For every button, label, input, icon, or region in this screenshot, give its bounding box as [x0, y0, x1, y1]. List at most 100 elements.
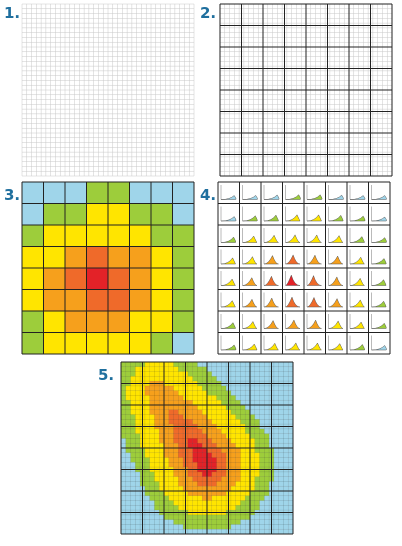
heat-cell — [187, 462, 193, 468]
heat-cell — [273, 395, 279, 401]
heat-cell — [211, 486, 217, 492]
heat-cell — [221, 529, 227, 535]
heat-cell — [259, 438, 265, 444]
heat-cell — [192, 395, 198, 401]
panel-label: 3. — [4, 186, 20, 204]
heat-cell — [207, 395, 212, 401]
heat-cell — [273, 400, 279, 406]
heat-cell — [221, 428, 227, 434]
heat-cell — [273, 438, 279, 444]
heat-cell — [178, 428, 184, 434]
heat-cell — [173, 462, 179, 468]
heat-cell — [250, 448, 255, 453]
heat-cell — [245, 519, 251, 525]
heat-cell — [254, 376, 260, 382]
heat-cell — [192, 362, 198, 367]
heat-cell — [159, 529, 165, 535]
heat-cell — [283, 457, 289, 463]
heat-cell — [121, 519, 126, 525]
heat-cell — [192, 414, 198, 420]
heat-cell — [273, 471, 279, 477]
heat-cell — [192, 462, 198, 468]
heat-cell — [230, 486, 236, 492]
curve — [306, 274, 322, 286]
heat-cell — [130, 486, 136, 492]
heat-cell — [43, 332, 65, 354]
heat-cell — [164, 505, 169, 511]
heat-cell — [149, 448, 155, 453]
heat-cell — [173, 405, 179, 410]
heat-cell — [159, 448, 165, 453]
heat-cell — [235, 491, 241, 496]
heat-cell — [149, 481, 155, 487]
heat-cell — [245, 524, 251, 530]
heat-cell — [278, 405, 284, 410]
heat-cell — [121, 385, 126, 391]
heat-cell — [259, 486, 265, 492]
heat-cell — [168, 476, 174, 482]
heat-cell — [173, 409, 179, 415]
heat-cell — [178, 471, 184, 477]
heat-cell — [144, 462, 150, 468]
heat-cell — [207, 371, 212, 377]
heat-cell — [125, 362, 131, 367]
heat-cell — [178, 476, 184, 482]
heat-cell — [211, 476, 217, 482]
heat-cell — [264, 457, 270, 463]
curve — [349, 215, 366, 222]
heat-cell — [154, 376, 160, 382]
heat-cell — [168, 385, 174, 391]
heat-cell — [245, 409, 251, 415]
heat-cell — [230, 443, 236, 449]
heat-cell — [207, 514, 212, 520]
heat-cell — [288, 385, 294, 391]
heat-cell — [254, 414, 260, 420]
heat-cell — [173, 438, 179, 444]
heat-cell — [197, 471, 203, 477]
curve — [263, 275, 279, 286]
heat-cell — [135, 433, 141, 439]
heat-cell — [168, 495, 174, 501]
heat-cell — [235, 362, 241, 367]
heat-cell — [130, 414, 136, 420]
heat-cell — [240, 438, 246, 444]
heat-cell — [130, 471, 136, 477]
heat-cell — [178, 519, 184, 525]
curve — [349, 321, 365, 329]
curve — [328, 214, 344, 222]
heat-cell — [168, 433, 174, 439]
heat-cell — [168, 471, 174, 477]
heat-cell — [235, 448, 241, 453]
heat-cell — [164, 491, 169, 496]
heat-cell — [108, 246, 130, 268]
heat-cell — [187, 428, 193, 434]
heat-cell — [230, 519, 236, 525]
heat-cell — [135, 457, 141, 463]
heat-cell — [173, 486, 179, 492]
heat-cell — [130, 438, 136, 444]
heat-cell — [259, 419, 265, 425]
curve — [306, 254, 322, 265]
heat-cell — [149, 362, 155, 367]
heat-cell — [259, 400, 265, 406]
heat-cell — [149, 505, 155, 511]
heat-cell — [135, 443, 141, 449]
heat-cell — [149, 495, 155, 501]
heat-cell — [250, 514, 255, 520]
heat-cell — [273, 385, 279, 391]
heat-cell — [154, 481, 160, 487]
heat-cell — [264, 462, 270, 468]
heat-cell — [264, 376, 270, 382]
heat-cell — [283, 428, 289, 434]
heat-cell — [288, 366, 294, 372]
heat-cell — [129, 203, 151, 225]
heat-cell — [283, 385, 289, 391]
heat-cell — [130, 376, 136, 382]
heat-cell — [168, 462, 174, 468]
heat-cell — [149, 524, 155, 530]
heat-cell — [278, 433, 284, 439]
heat-cell — [216, 491, 222, 496]
heat-cell — [202, 529, 208, 535]
heat-cell — [278, 524, 284, 530]
heat-cell — [159, 419, 165, 425]
